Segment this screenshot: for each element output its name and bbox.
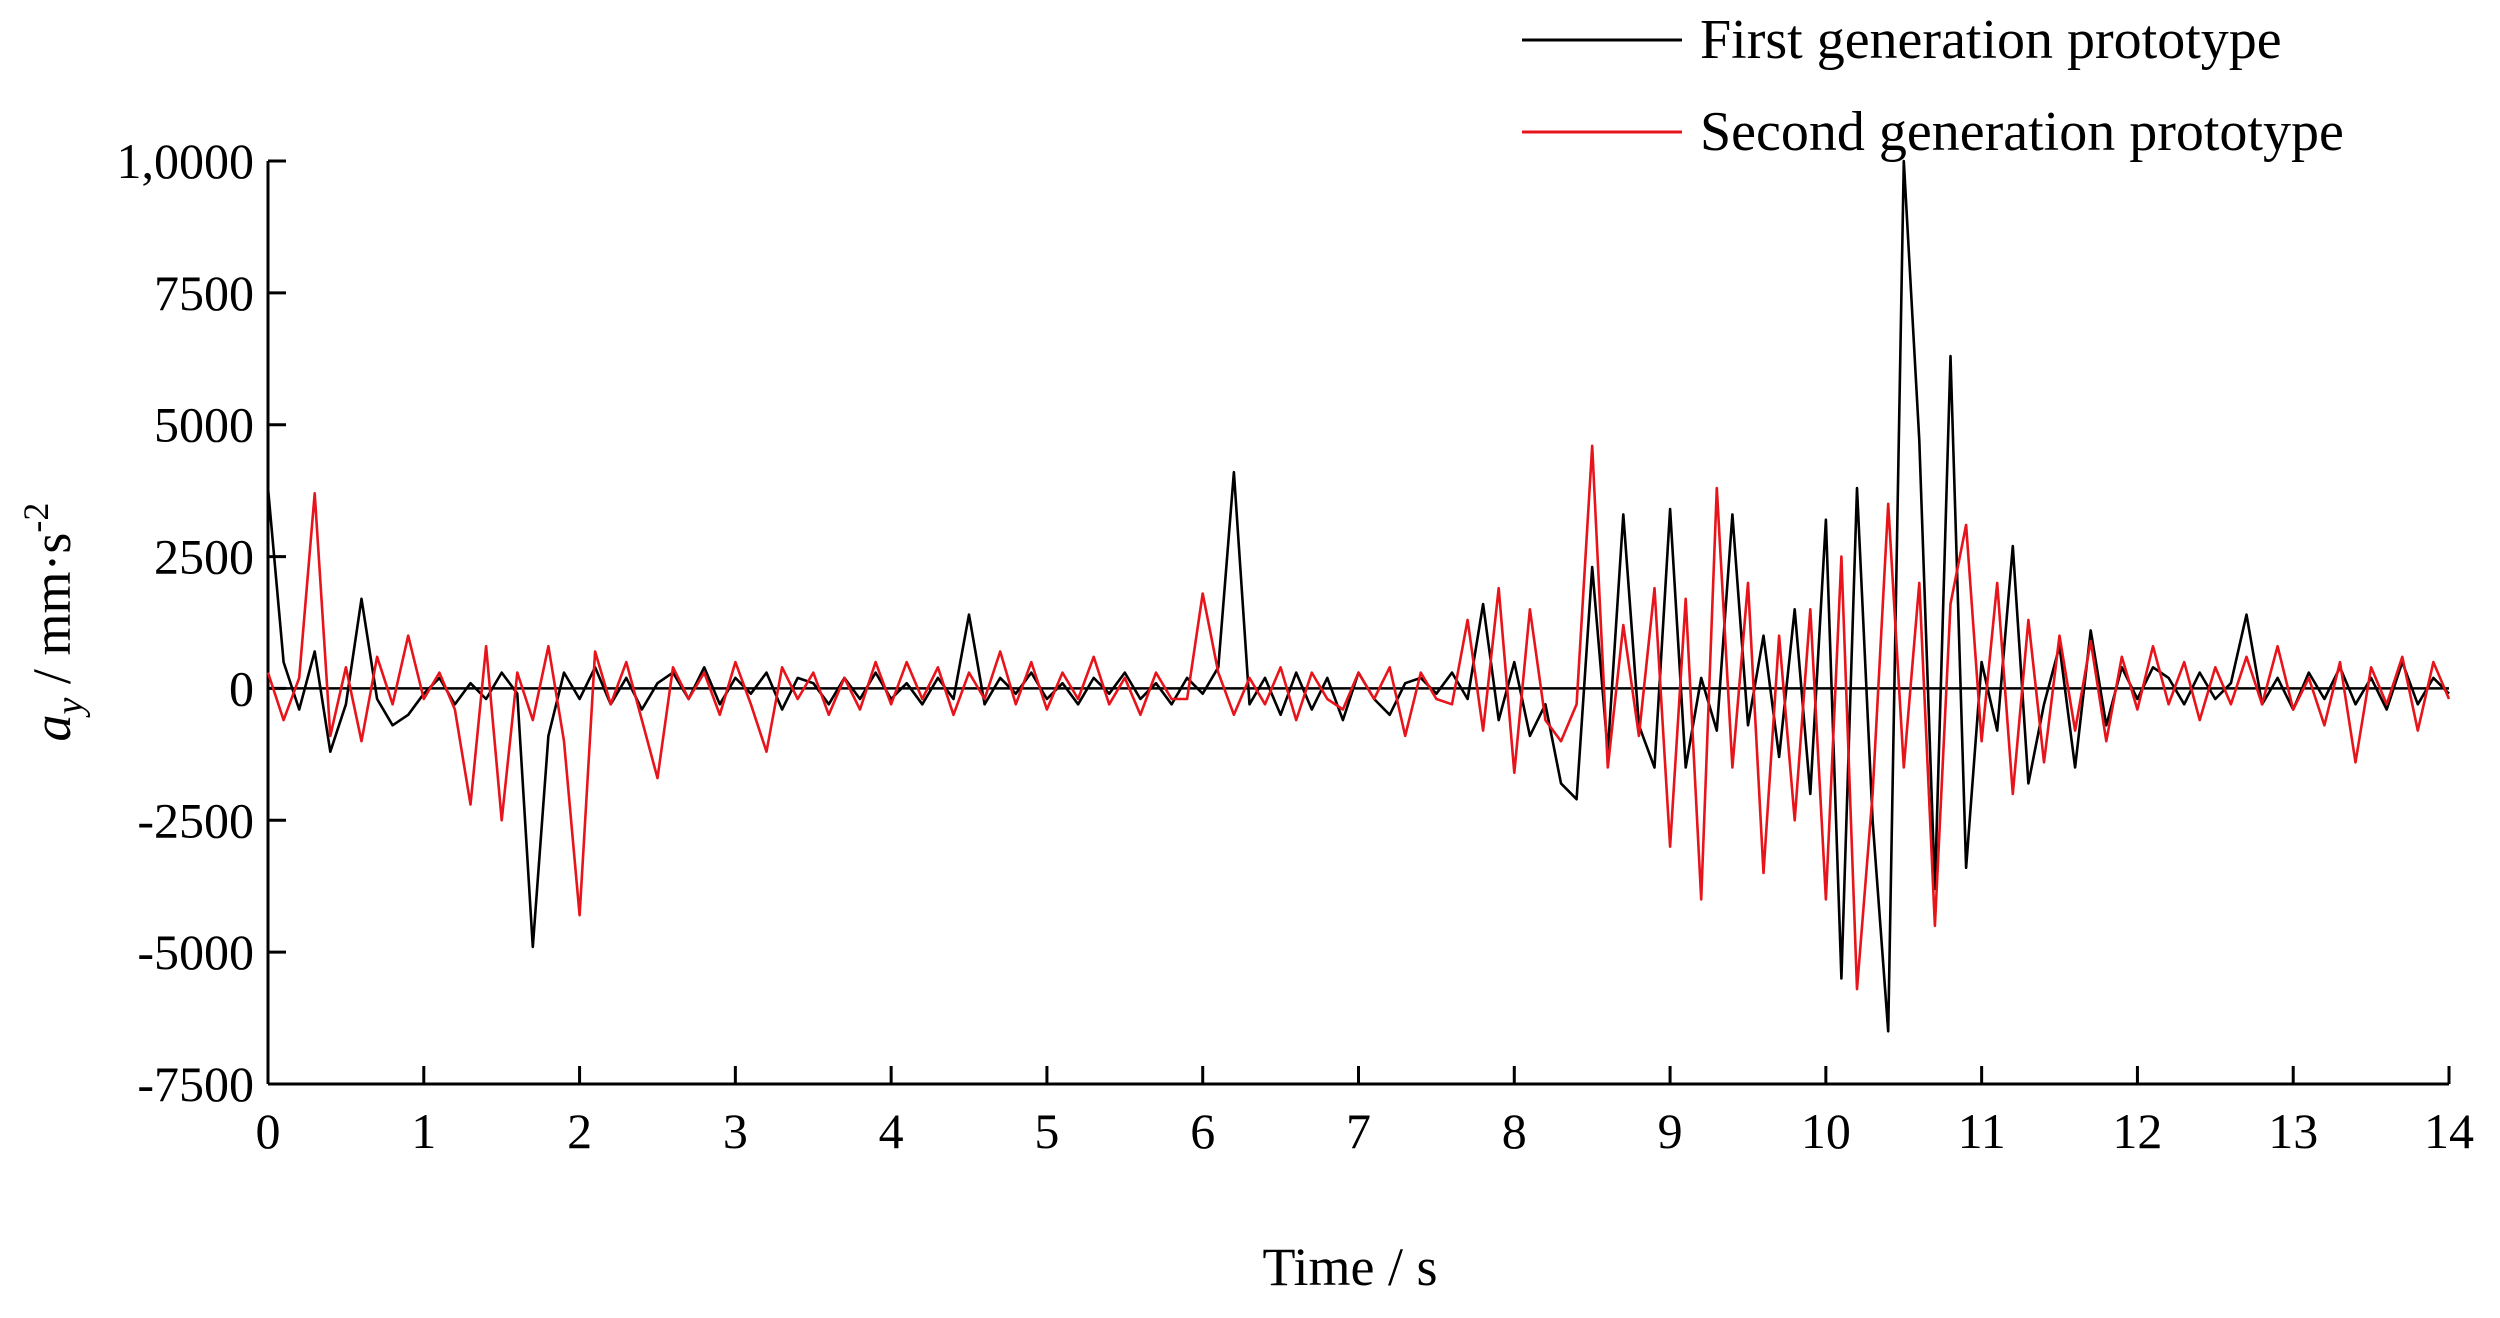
legend-label: First generation prototype [1700,9,2282,71]
y-axis-symbol: a [22,714,82,741]
x-tick-label: 2 [567,1103,592,1159]
x-tick-label: 4 [879,1103,904,1159]
y-tick-label: 7500 [154,265,254,321]
y-axis-exponent: -2 [16,503,56,533]
data-line [266,444,2451,991]
x-tick-label: 9 [1658,1103,1683,1159]
y-tick-label: 5000 [154,397,254,453]
y-axis-title: ay / mm·s-2 [16,503,91,742]
y-tick-label: 1,0000 [117,133,255,189]
y-tick-label: 2500 [154,529,254,585]
x-tick-label: 0 [256,1103,281,1159]
x-tick-label: 11 [1958,1103,2006,1159]
x-tick-label: 5 [1034,1103,1059,1159]
x-tick-label: 8 [1502,1103,1527,1159]
data-line [266,159,2450,1033]
x-tick-label: 7 [1346,1103,1371,1159]
y-tick-label: -5000 [137,924,254,980]
x-tick-label: 12 [2112,1103,2162,1159]
x-tick-label: 10 [1801,1103,1851,1159]
y-axis-unit: / mm·s [22,533,82,698]
x-tick-label: 3 [723,1103,748,1159]
y-tick-label: -7500 [137,1056,254,1112]
y-tick-label: -2500 [137,792,254,848]
x-tick-label: 13 [2268,1103,2318,1159]
x-tick-label: 14 [2424,1103,2474,1159]
x-tick-label: 6 [1190,1103,1215,1159]
y-axis-subscript: y [49,697,91,718]
x-axis-title: Time / s [1262,1237,1437,1297]
y-tick-label: 0 [229,660,254,716]
legend-label: Second generation prototype [1700,101,2344,163]
x-tick-label: 1 [411,1103,436,1159]
